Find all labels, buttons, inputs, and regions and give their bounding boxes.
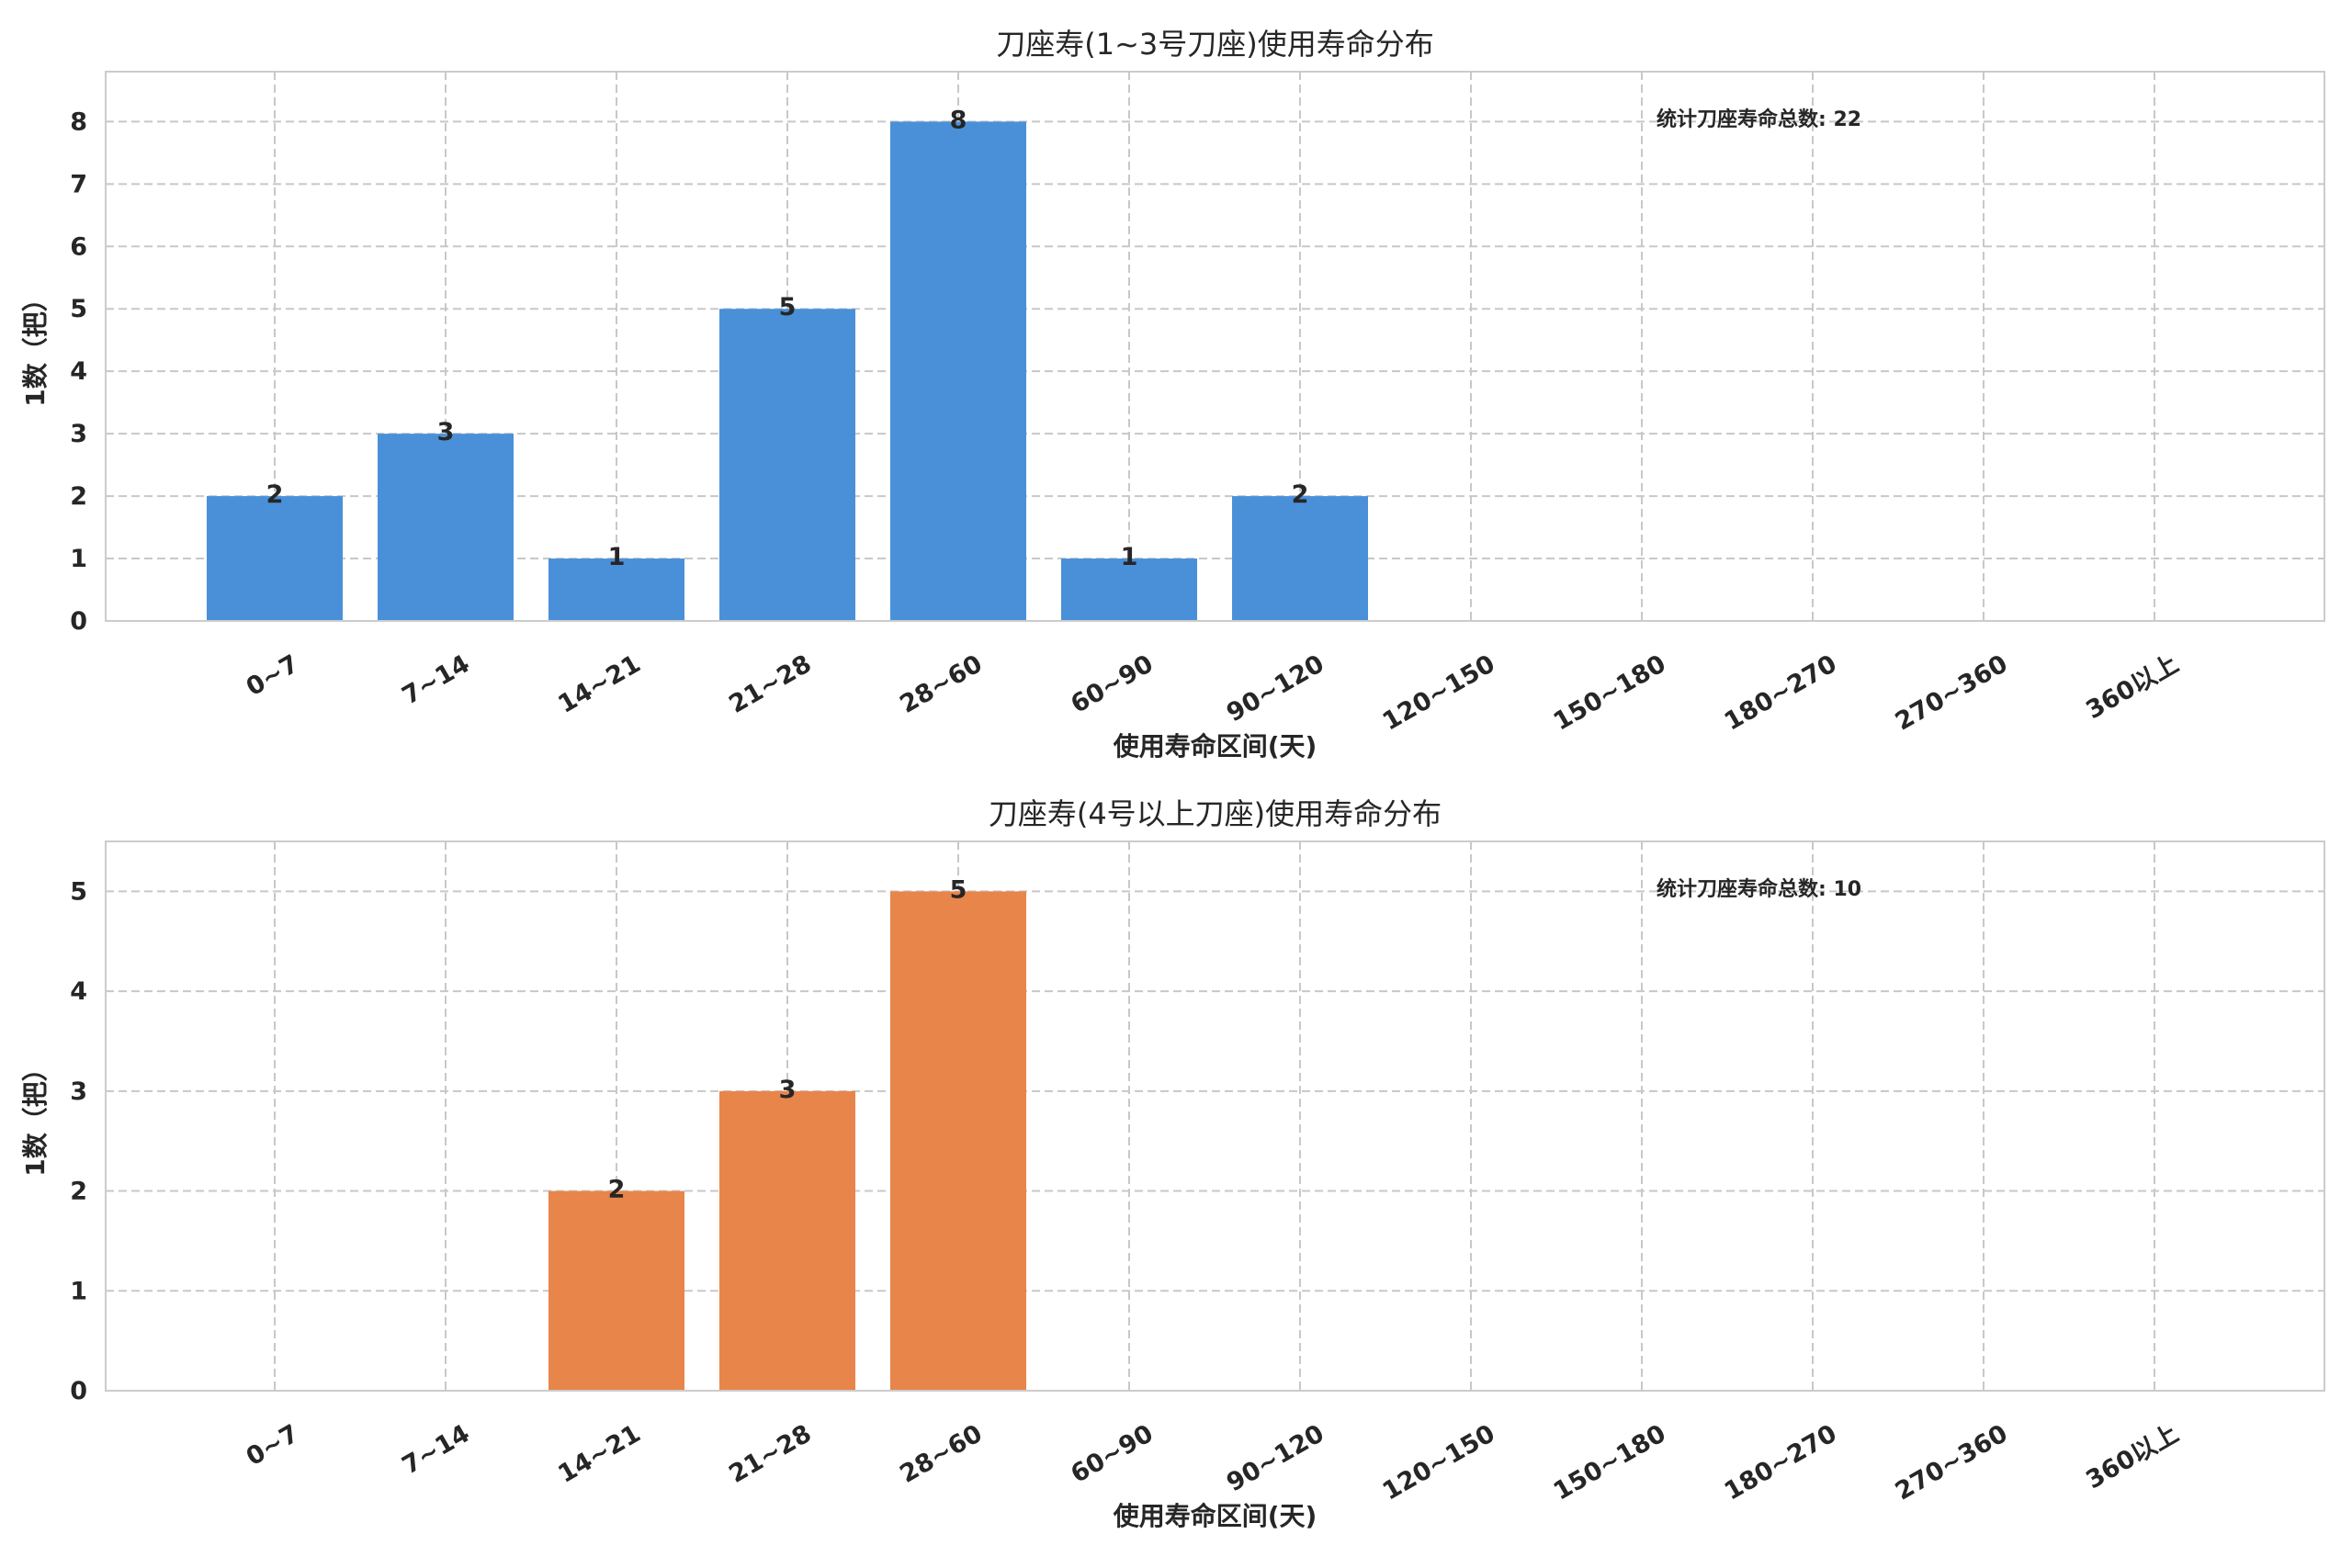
- x-tick-label: 0~7: [242, 649, 304, 702]
- x-tick-label: 60~90: [1066, 649, 1158, 719]
- x-tick-label: 270~360: [1891, 649, 2013, 737]
- x-tick-label: 360以上: [2081, 649, 2183, 725]
- bar-value-label: 2: [266, 480, 284, 509]
- y-tick-label: 5: [70, 877, 87, 906]
- x-tick-label: 60~90: [1066, 1419, 1158, 1489]
- x-tick-label: 90~120: [1222, 649, 1329, 728]
- x-tick-label: 7~14: [398, 1419, 475, 1480]
- bar-value-label: 8: [950, 106, 967, 134]
- x-tick-label: 150~180: [1549, 1419, 1671, 1506]
- x-tick-label: 21~28: [724, 649, 816, 719]
- y-tick-label: 0: [70, 607, 87, 636]
- bar: [378, 434, 514, 621]
- x-tick-label: 0~7: [242, 1419, 304, 1472]
- bar: [1232, 496, 1368, 621]
- bar: [890, 121, 1026, 621]
- x-tick-label: 7~14: [398, 649, 475, 710]
- bar-value-label: 1: [608, 543, 626, 571]
- y-tick-label: 5: [70, 295, 87, 323]
- x-tick-label: 14~21: [553, 649, 645, 719]
- plot-frame: [105, 71, 2325, 622]
- total-count-annotation: 统计刀座寿命总数: 10: [1657, 877, 1861, 901]
- y-tick-label: 2: [70, 1178, 87, 1206]
- x-tick-label: 360以上: [2081, 1419, 2183, 1495]
- y-tick-label: 7: [70, 170, 87, 198]
- x-tick-label: 90~120: [1222, 1419, 1329, 1497]
- y-tick-label: 1: [70, 545, 87, 573]
- bar-value-label: 5: [779, 293, 797, 321]
- bar: [548, 1190, 684, 1391]
- y-tick-label: 4: [70, 357, 87, 386]
- x-tick-label: 270~360: [1891, 1419, 2013, 1506]
- bar: [207, 496, 343, 621]
- x-tick-label: 28~60: [895, 649, 987, 719]
- y-tick-label: 3: [70, 420, 87, 448]
- plot-frame: [105, 840, 2325, 1392]
- y-tick-label: 8: [70, 107, 87, 136]
- bar-value-label: 3: [779, 1076, 797, 1104]
- y-tick-label: 0: [70, 1377, 87, 1405]
- x-tick-label: 120~150: [1378, 1419, 1500, 1506]
- bar: [719, 1090, 855, 1391]
- y-tick-label: 2: [70, 482, 87, 511]
- x-axis-label: 使用寿命区间(天): [1113, 1501, 1317, 1531]
- x-tick-label: 150~180: [1549, 649, 1671, 737]
- x-tick-label: 120~150: [1378, 649, 1500, 737]
- bar-value-label: 3: [437, 418, 455, 446]
- chart-title: 刀座寿(4号以上刀座)使用寿命分布: [989, 796, 1442, 831]
- y-tick-label: 1: [70, 1277, 87, 1305]
- bar: [890, 891, 1026, 1391]
- bar-value-label: 5: [950, 875, 967, 904]
- x-axis-label: 使用寿命区间(天): [1113, 731, 1317, 761]
- x-tick-label: 28~60: [895, 1419, 987, 1489]
- bar-value-label: 2: [608, 1176, 626, 1204]
- bar: [719, 309, 855, 621]
- chart-title: 刀座寿(1~3号刀座)使用寿命分布: [996, 27, 1434, 62]
- bar-value-label: 1: [1121, 543, 1138, 571]
- x-tick-label: 180~270: [1720, 649, 1842, 737]
- bar-value-label: 2: [1292, 480, 1309, 509]
- x-tick-label: 21~28: [724, 1419, 816, 1489]
- x-tick-label: 180~270: [1720, 1419, 1842, 1506]
- y-tick-label: 3: [70, 1077, 87, 1106]
- x-tick-label: 14~21: [553, 1419, 645, 1489]
- chart-panel-2: 0 1 2 3 4 5 2 3 5 0~7 7~14 14~21 21~28 28~60 60~90 90~1…: [20, 796, 2325, 1531]
- bar: [548, 558, 684, 621]
- y-tick-label: 6: [70, 232, 87, 261]
- y-axis-label: 1数（把）: [20, 1055, 51, 1176]
- total-count-annotation: 统计刀座寿命总数: 22: [1657, 107, 1861, 131]
- y-tick-label: 4: [70, 977, 87, 1006]
- bar: [1061, 558, 1197, 621]
- y-axis-label: 1数（把）: [20, 286, 51, 406]
